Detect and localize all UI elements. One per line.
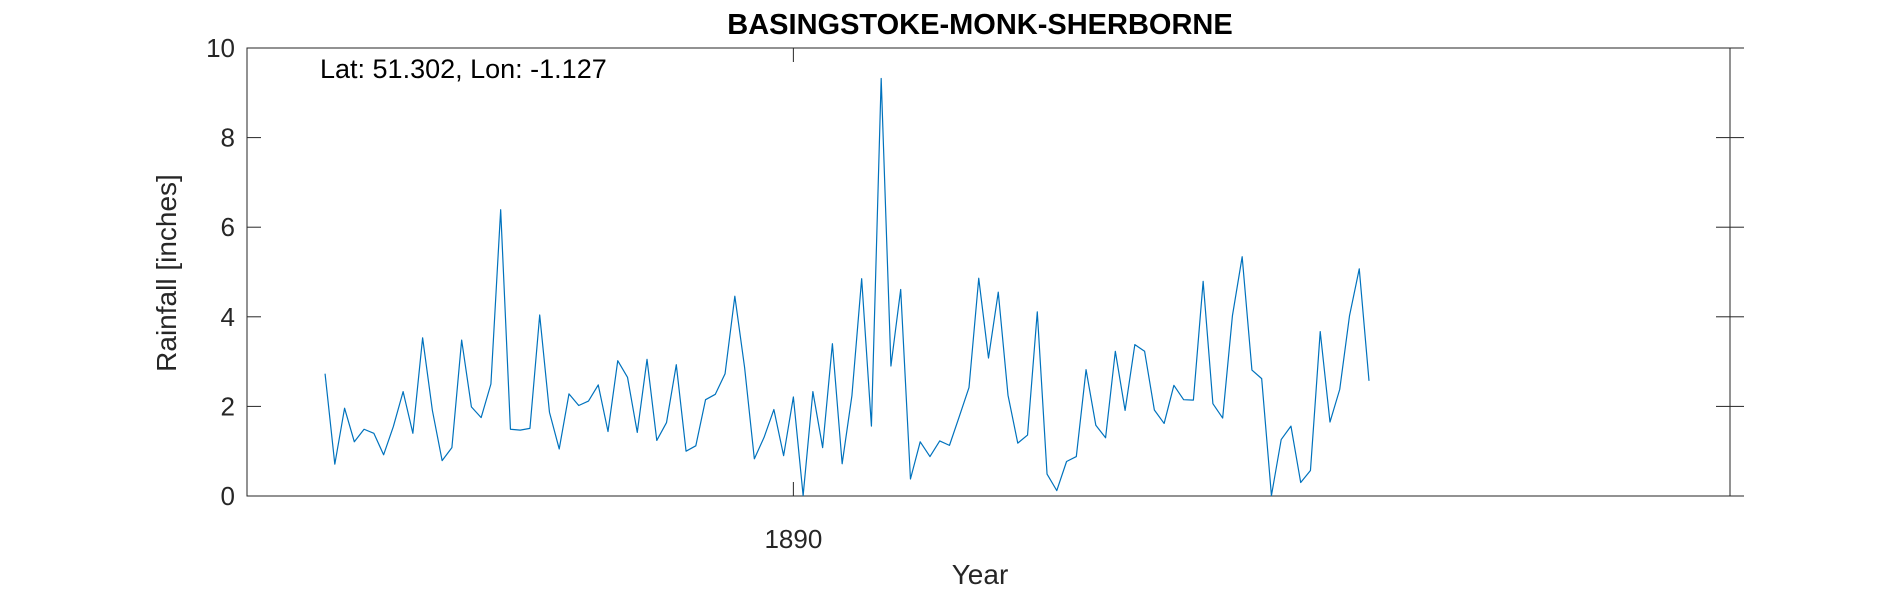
- plot-area-box: [246, 47, 1731, 497]
- plot-frame: [246, 47, 1731, 497]
- y-axis-label: Rainfall [inches]: [151, 174, 182, 372]
- y-tick-label: 10: [206, 33, 235, 63]
- rainfall-series-line: [324, 77, 1370, 497]
- y-tick-label: 2: [221, 391, 235, 421]
- series-group: [324, 77, 1370, 497]
- x-tick-label: 1890: [764, 524, 822, 554]
- axis-ticks: [247, 47, 1744, 497]
- x-axis-label: Year: [952, 559, 1009, 590]
- tick-labels: 0 2 4 6 8 10 1890: [206, 33, 822, 554]
- y-tick-label: 0: [221, 481, 235, 511]
- y-tick-label: 8: [221, 123, 235, 153]
- y-tick-label: 6: [221, 212, 235, 242]
- location-annotation: Lat: 51.302, Lon: -1.127: [320, 54, 607, 84]
- chart-title: BASINGSTOKE-MONK-SHERBORNE: [727, 9, 1232, 41]
- y-tick-label: 4: [221, 302, 235, 332]
